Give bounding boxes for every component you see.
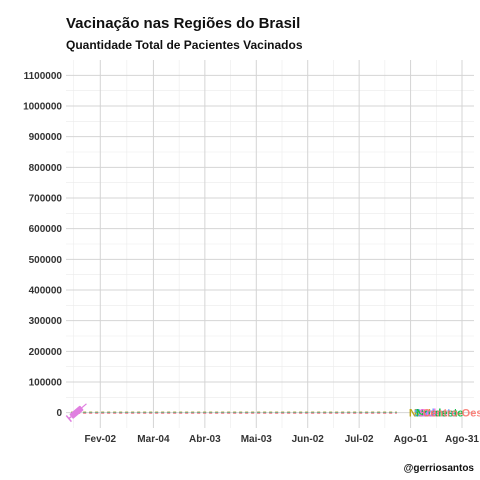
series-end-label: Nordeste	[416, 408, 464, 420]
x-tick-label: Mai-03	[241, 434, 273, 445]
series-end-label: Sudeste	[414, 408, 457, 420]
x-tick-label: Jul-02	[345, 434, 374, 445]
x-tick-label: Jun-02	[292, 434, 325, 445]
x-tick-label: Ago-31	[445, 434, 479, 445]
y-tick-label: 300000	[29, 316, 63, 327]
y-tick-label: 900000	[29, 132, 63, 143]
x-tick-label: Fev-02	[84, 434, 116, 445]
y-tick-label: 800000	[29, 163, 63, 174]
syringe-icon	[65, 403, 87, 423]
y-tick-label: 1000000	[23, 102, 62, 113]
x-tick-label: Abr-03	[189, 434, 221, 445]
y-tick-label: 600000	[29, 224, 63, 235]
y-tick-label: 700000	[29, 194, 63, 205]
chart-caption: @gerriosantos	[403, 463, 474, 474]
series-end-label: Sul	[419, 408, 436, 420]
series-end-label: Centro-Oeste	[423, 408, 480, 420]
chart-title: Vacinação nas Regiões do Brasil	[66, 15, 301, 32]
y-tick-label: 200000	[29, 347, 63, 358]
y-tick-label: 0	[56, 408, 62, 419]
series-end-label: Norte	[409, 408, 438, 420]
x-tick-label: Ago-01	[394, 434, 428, 445]
chart-subtitle: Quantidade Total de Pacientes Vacinados	[66, 38, 303, 52]
x-tick-label: Mar-04	[137, 434, 170, 445]
y-tick-label: 400000	[29, 286, 63, 297]
y-tick-label: 100000	[29, 378, 63, 389]
y-tick-label: 500000	[29, 255, 63, 266]
y-tick-label: 1100000	[24, 71, 63, 82]
